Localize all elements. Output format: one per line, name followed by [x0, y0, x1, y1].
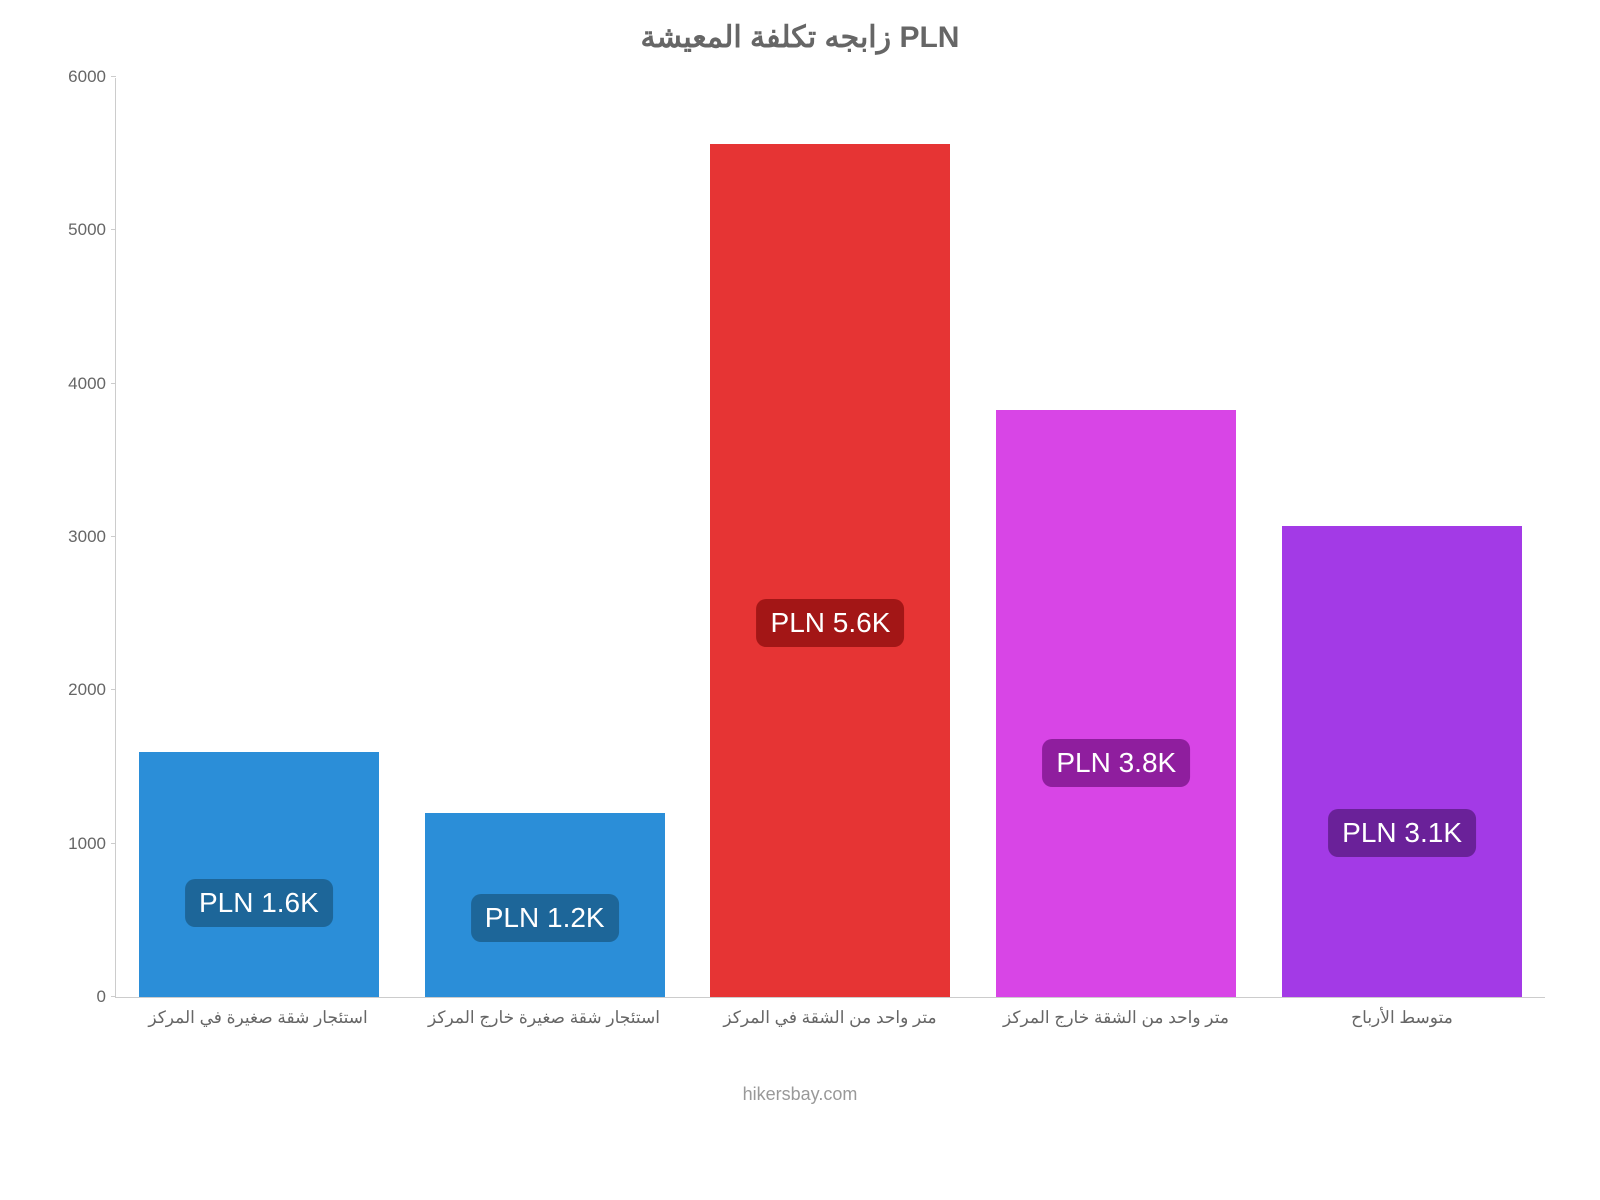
y-tick-mark [111, 536, 116, 537]
x-axis-label: استئجار شقة صغيرة خارج المركز [404, 1008, 684, 1028]
y-tick-mark [111, 383, 116, 384]
bar: PLN 1.2K [425, 813, 665, 997]
y-tick-mark [111, 843, 116, 844]
bar: PLN 3.1K [1282, 526, 1522, 997]
x-axis-label: متر واحد من الشقة خارج المركز [976, 1008, 1256, 1028]
y-tick-label: 5000 [68, 220, 106, 240]
bars-row: PLN 1.6K PLN 1.2K PLN 5.6K PLN 3.8K PLN 3.1K [116, 78, 1545, 997]
y-tick-label: 3000 [68, 527, 106, 547]
bar-value-badge: PLN 5.6K [757, 599, 905, 647]
footer-credit: hikersbay.com [40, 1084, 1560, 1105]
bar: PLN 5.6K [710, 144, 950, 997]
chart-container: زابجه تكلفة المعيشة PLN PLN 1.6K PLN 1.2K… [40, 20, 1560, 1120]
y-tick-label: 0 [97, 987, 106, 1007]
y-tick-label: 4000 [68, 374, 106, 394]
x-labels-row: استئجار شقة صغيرة في المركز استئجار شقة ص… [115, 1008, 1545, 1028]
bar-value-badge: PLN 1.6K [185, 879, 333, 927]
y-tick-mark [111, 689, 116, 690]
chart-title: زابجه تكلفة المعيشة PLN [40, 20, 1560, 55]
bar-value-badge: PLN 1.2K [471, 894, 619, 942]
bar-slot: PLN 1.2K [405, 813, 685, 997]
y-tick-label: 2000 [68, 680, 106, 700]
bar: PLN 1.6K [139, 752, 379, 997]
bar-value-badge: PLN 3.1K [1328, 809, 1476, 857]
x-axis-label: متوسط الأرباح [1262, 1008, 1542, 1028]
bar-slot: PLN 3.1K [1262, 526, 1542, 997]
y-tick-mark [111, 76, 116, 77]
bar-value-badge: PLN 3.8K [1042, 739, 1190, 787]
y-tick-label: 6000 [68, 67, 106, 87]
y-tick-label: 1000 [68, 834, 106, 854]
x-axis-label: استئجار شقة صغيرة في المركز [118, 1008, 398, 1028]
bar: PLN 3.8K [996, 410, 1236, 997]
bar-slot: PLN 3.8K [976, 410, 1256, 997]
y-tick-mark [111, 229, 116, 230]
plot-area: PLN 1.6K PLN 1.2K PLN 5.6K PLN 3.8K PLN 3.1K… [115, 78, 1545, 998]
bar-slot: PLN 5.6K [690, 144, 970, 997]
y-tick-mark [111, 996, 116, 997]
x-axis-label: متر واحد من الشقة في المركز [690, 1008, 970, 1028]
bar-slot: PLN 1.6K [119, 752, 399, 997]
